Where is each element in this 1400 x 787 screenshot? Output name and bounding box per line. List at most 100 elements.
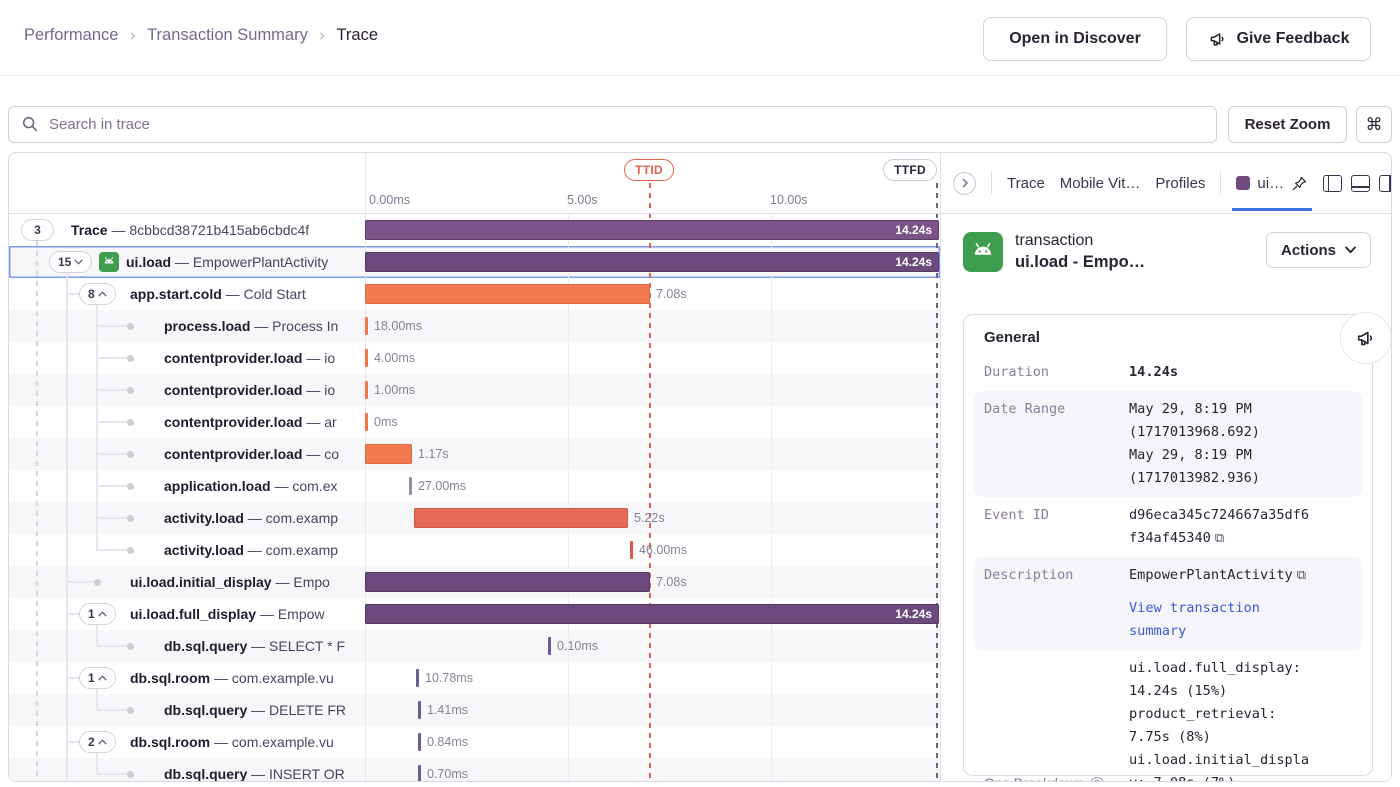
tree-connector bbox=[96, 485, 131, 487]
trace-row-ui.load.full_display[interactable]: 1 ui.load.full_display — Empow 14.24s bbox=[9, 598, 940, 630]
layout-bottom-icon[interactable] bbox=[1351, 174, 1371, 192]
search-input[interactable] bbox=[8, 106, 1217, 143]
span-bar[interactable] bbox=[365, 317, 368, 335]
tree-connector-dot bbox=[127, 386, 134, 394]
layout-left-icon[interactable] bbox=[1323, 174, 1343, 192]
tab-mobile-vitals[interactable]: Mobile Vit… bbox=[1059, 174, 1141, 192]
row-expand-badge[interactable]: 1 bbox=[79, 667, 116, 689]
span-bar[interactable] bbox=[365, 413, 368, 431]
view-transaction-summary-link[interactable]: View transaction summary bbox=[1129, 600, 1260, 639]
actions-button[interactable]: Actions bbox=[1265, 232, 1371, 268]
trace-row-activity.load[interactable]: activity.load — com.examp 5.22s bbox=[9, 502, 940, 534]
tree-connector bbox=[96, 709, 131, 711]
kv-key: Description bbox=[984, 567, 1074, 583]
layout-right-icon[interactable] bbox=[1379, 174, 1391, 192]
feedback-megaphone-button[interactable] bbox=[1340, 312, 1391, 364]
span-bar[interactable] bbox=[409, 477, 412, 495]
help-icon[interactable]: ? bbox=[1089, 776, 1104, 781]
span-duration-label: 10.78ms bbox=[425, 671, 473, 685]
kv-value: 14.24s bbox=[1129, 361, 1310, 384]
trace-row-application.load[interactable]: application.load — com.ex 27.00ms bbox=[9, 470, 940, 502]
trace-row-ui.load.initial_display[interactable]: ui.load.initial_display — Empo 7.08s bbox=[9, 566, 940, 598]
span-op: ui.load bbox=[126, 254, 172, 270]
trace-row-app.start.cold[interactable]: 8 app.start.cold — Cold Start 7.08s bbox=[9, 278, 940, 310]
span-op: contentprovider.load bbox=[164, 350, 303, 366]
megaphone-icon bbox=[1208, 29, 1228, 49]
give-feedback-button[interactable]: Give Feedback bbox=[1186, 17, 1371, 61]
trace-row-contentprovider.load[interactable]: contentprovider.load — co 1.17s bbox=[9, 438, 940, 470]
span-bar[interactable] bbox=[414, 508, 628, 528]
tree-connector bbox=[96, 453, 131, 455]
trace-row-process.load[interactable]: process.load — Process In 18.00ms bbox=[9, 310, 940, 342]
row-expand-badge[interactable]: 3 bbox=[21, 219, 54, 241]
span-op: db.sql.query bbox=[164, 638, 248, 654]
timeline-gridline bbox=[771, 214, 772, 781]
span-bar[interactable] bbox=[365, 381, 368, 399]
span-bar[interactable] bbox=[548, 637, 551, 655]
android-icon bbox=[963, 232, 1003, 272]
tab-profiles[interactable]: Profiles bbox=[1155, 174, 1206, 192]
give-feedback-label: Give Feedback bbox=[1236, 30, 1350, 47]
open-in-discover-button[interactable]: Open in Discover bbox=[983, 17, 1167, 61]
trace-row-db.sql.query[interactable]: db.sql.query — INSERT OR 0.70ms bbox=[9, 758, 940, 781]
span-duration-label: 7.08s bbox=[656, 287, 687, 301]
row-expand-badge[interactable]: 1 bbox=[79, 603, 116, 625]
trace-row-db.sql.query[interactable]: db.sql.query — DELETE FR 1.41ms bbox=[9, 694, 940, 726]
tree-connector-dot bbox=[127, 514, 134, 522]
span-bar[interactable]: 14.24s bbox=[365, 604, 939, 624]
span-op: db.sql.room bbox=[130, 670, 211, 686]
kv-value-line: ui.load.initial_display: 7.08s (7%) bbox=[1129, 752, 1310, 781]
span-description: Trace — 8cbbcd38721b415ab6cbdc4f bbox=[71, 214, 309, 246]
span-bar[interactable] bbox=[418, 701, 421, 719]
trace-row-contentprovider.load[interactable]: contentprovider.load — ar 0ms bbox=[9, 406, 940, 438]
tree-timeline-divider[interactable] bbox=[365, 153, 366, 781]
span-bar[interactable] bbox=[416, 669, 419, 687]
ttid-badge[interactable]: TTID bbox=[624, 159, 674, 181]
header-divider bbox=[0, 75, 1400, 76]
chevron-down-icon bbox=[1345, 246, 1356, 254]
trace-row-activity.load[interactable]: activity.load — com.examp 46.00ms bbox=[9, 534, 940, 566]
span-bar[interactable]: 14.24s bbox=[365, 252, 939, 272]
trace-row-ui.load[interactable]: 15 ui.load — EmpowerPlantActivity 14.24s bbox=[9, 246, 940, 278]
span-bar[interactable] bbox=[365, 444, 412, 464]
open-in-discover-label: Open in Discover bbox=[1009, 30, 1141, 47]
span-bar[interactable]: 14.24s bbox=[365, 220, 939, 240]
trace-row-contentprovider.load[interactable]: contentprovider.load — io 1.00ms bbox=[9, 374, 940, 406]
tab-active-span[interactable]: ui… bbox=[1232, 175, 1312, 211]
trace-row-contentprovider.load[interactable]: contentprovider.load — io 4.00ms bbox=[9, 342, 940, 374]
trace-row-db.sql.room[interactable]: 2 db.sql.room — com.example.vu 0.84ms bbox=[9, 726, 940, 758]
span-bar[interactable] bbox=[365, 349, 368, 367]
drawer-layout-controls bbox=[1323, 174, 1391, 192]
breadcrumb-performance[interactable]: Performance bbox=[24, 26, 119, 44]
span-bar[interactable] bbox=[418, 765, 421, 781]
ttfd-badge[interactable]: TTFD bbox=[883, 159, 937, 181]
tab-trace[interactable]: Trace bbox=[1007, 174, 1045, 192]
span-description: contentprovider.load — co bbox=[164, 438, 339, 470]
tree-connector-dot bbox=[127, 642, 134, 650]
copy-icon[interactable]: ⧉ bbox=[1296, 568, 1306, 583]
pin-icon[interactable] bbox=[1291, 175, 1308, 192]
command-shortcut-button[interactable]: ⌘ bbox=[1356, 106, 1392, 143]
span-bar[interactable] bbox=[630, 541, 633, 559]
span-bar[interactable] bbox=[418, 733, 421, 751]
reset-zoom-button[interactable]: Reset Zoom bbox=[1228, 106, 1347, 143]
row-expand-badge[interactable]: 15 bbox=[49, 251, 93, 273]
child-count: 3 bbox=[34, 223, 41, 237]
trace-row-db.sql.room[interactable]: 1 db.sql.room — com.example.vu 10.78ms bbox=[9, 662, 940, 694]
trace-row-db.sql.query[interactable]: db.sql.query — SELECT * F 0.10ms bbox=[9, 630, 940, 662]
tree-guide-line bbox=[66, 273, 68, 781]
copy-icon[interactable]: ⧉ bbox=[1214, 531, 1225, 546]
kv-value: d96eca345c724667a35df6f34af45340 ⧉ bbox=[1129, 504, 1310, 550]
row-expand-badge[interactable]: 2 bbox=[79, 731, 116, 753]
trace-row-Trace[interactable]: 3 Trace — 8cbbcd38721b415ab6cbdc4f 14.24s bbox=[9, 214, 940, 246]
span-duration-label: 27.00ms bbox=[418, 479, 466, 493]
span-bar[interactable] bbox=[365, 572, 650, 592]
tree-connector-dot bbox=[127, 354, 134, 362]
kv-value: ui.load.full_display: 14.24s (15%) produc… bbox=[1129, 657, 1310, 781]
collapse-drawer-icon[interactable] bbox=[953, 171, 976, 195]
breadcrumb-transaction-summary[interactable]: Transaction Summary bbox=[147, 26, 308, 44]
span-bar[interactable] bbox=[365, 284, 650, 304]
android-icon bbox=[99, 252, 119, 272]
tree-connector-dot bbox=[127, 706, 134, 714]
row-expand-badge[interactable]: 8 bbox=[79, 283, 116, 305]
